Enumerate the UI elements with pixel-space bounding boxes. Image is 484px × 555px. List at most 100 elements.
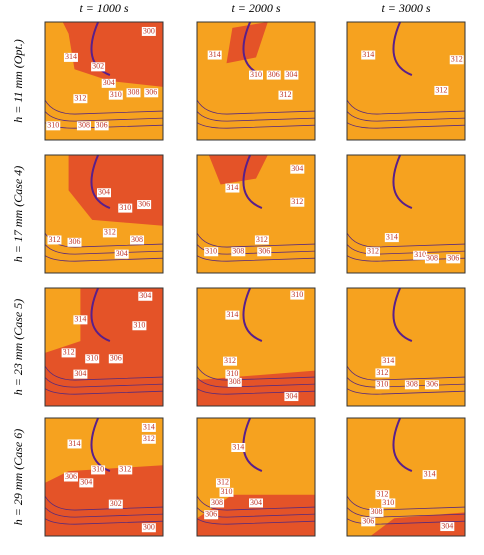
label-box <box>284 70 299 80</box>
contour-label: 312 <box>376 490 388 499</box>
contour-line <box>346 122 466 129</box>
label-box <box>446 254 461 264</box>
label-box <box>132 321 147 331</box>
contour-label: 314 <box>69 439 81 448</box>
contour-line <box>44 111 164 122</box>
panel-frame <box>44 287 164 407</box>
contour-label: 308 <box>78 121 90 130</box>
hot-region <box>226 22 268 64</box>
contour-label: 312 <box>291 197 303 206</box>
contour-line <box>44 244 164 255</box>
label-box <box>141 422 156 432</box>
contour-label: 314 <box>226 183 238 192</box>
contour-label: 314 <box>424 469 436 478</box>
label-box <box>204 247 219 257</box>
label-box <box>108 354 123 364</box>
contour-label: 312 <box>217 478 229 487</box>
contour-label: 306 <box>96 121 108 130</box>
hot-region <box>197 494 315 536</box>
contour-line <box>44 388 164 395</box>
label-box <box>114 249 129 259</box>
row-label: h = 17 mm (Case 4) <box>11 166 25 262</box>
contour-label: 310 <box>86 354 98 363</box>
contour-label: 304 <box>116 249 128 258</box>
contour-line <box>392 417 413 473</box>
label-box <box>46 121 61 131</box>
contour-label: 312 <box>256 235 268 244</box>
label-box <box>278 90 293 100</box>
contour-label: 306 <box>447 254 459 263</box>
contour-label: 310 <box>226 369 238 378</box>
contour-label: 304 <box>74 369 86 378</box>
hot-region <box>45 465 163 536</box>
contour-label: 312 <box>376 368 388 377</box>
label-box <box>249 70 263 80</box>
contour-label: 308 <box>128 88 140 97</box>
panel-frame <box>346 287 466 407</box>
contour-label: 306 <box>110 354 122 363</box>
label-box <box>76 121 91 131</box>
contour-label: 306 <box>258 247 270 256</box>
contour-label: 306 <box>426 380 438 389</box>
contour-label: 308 <box>211 498 223 507</box>
contour-line <box>44 377 164 388</box>
label-box <box>384 233 399 243</box>
contour-label: 300 <box>143 26 155 35</box>
label-box <box>361 50 376 60</box>
label-box <box>257 247 272 257</box>
contour-label: 314 <box>386 232 398 241</box>
label-box <box>144 88 159 98</box>
label-box <box>249 498 263 508</box>
contour-label: 308 <box>406 380 418 389</box>
contour-line <box>196 377 316 388</box>
label-box <box>130 235 145 245</box>
contour-label: 314 <box>65 52 77 61</box>
contour-line <box>44 99 164 115</box>
contour-label: 312 <box>63 348 75 357</box>
label-box <box>290 164 305 174</box>
contour-label: 310 <box>119 203 131 212</box>
label-box <box>97 188 111 198</box>
contour-label: 308 <box>232 247 244 256</box>
column-header: t = 3000 s <box>381 1 430 15</box>
contour-label: 310 <box>133 321 145 330</box>
panel-frame <box>196 287 316 407</box>
label-box <box>424 380 439 390</box>
label-box <box>108 499 123 509</box>
label-box <box>210 498 225 508</box>
panel-frame <box>346 417 466 537</box>
label-box <box>434 85 449 95</box>
label-box <box>290 197 305 207</box>
label-box <box>231 247 246 257</box>
contour-panel: 304 314 310 312 310 306 304 <box>44 287 164 407</box>
contour-line <box>346 111 466 122</box>
label-box <box>369 507 384 517</box>
label-box <box>67 439 82 449</box>
contour-label: 310 <box>414 250 426 259</box>
contour-label: 312 <box>224 356 236 365</box>
hot-region <box>208 155 268 185</box>
panel-frame <box>196 21 316 141</box>
contour-line <box>392 154 413 210</box>
label-box <box>61 348 76 358</box>
contour-label: 308 <box>131 235 143 244</box>
contour-label: 310 <box>376 380 388 389</box>
contour-line <box>44 365 164 381</box>
contour-label: 314 <box>232 442 244 451</box>
label-box <box>266 70 281 80</box>
contour-line <box>196 518 316 525</box>
contour-label: 312 <box>435 85 447 94</box>
label-box <box>365 247 380 257</box>
contour-label: 310 <box>47 121 59 130</box>
row-label: h = 11 mm (Opt.) <box>11 39 25 123</box>
contour-label: 314 <box>362 50 374 59</box>
label-box <box>79 478 94 488</box>
contour-label: 312 <box>143 434 155 443</box>
contour-label: 306 <box>145 88 157 97</box>
label-box <box>85 354 100 364</box>
label-box <box>254 235 269 245</box>
